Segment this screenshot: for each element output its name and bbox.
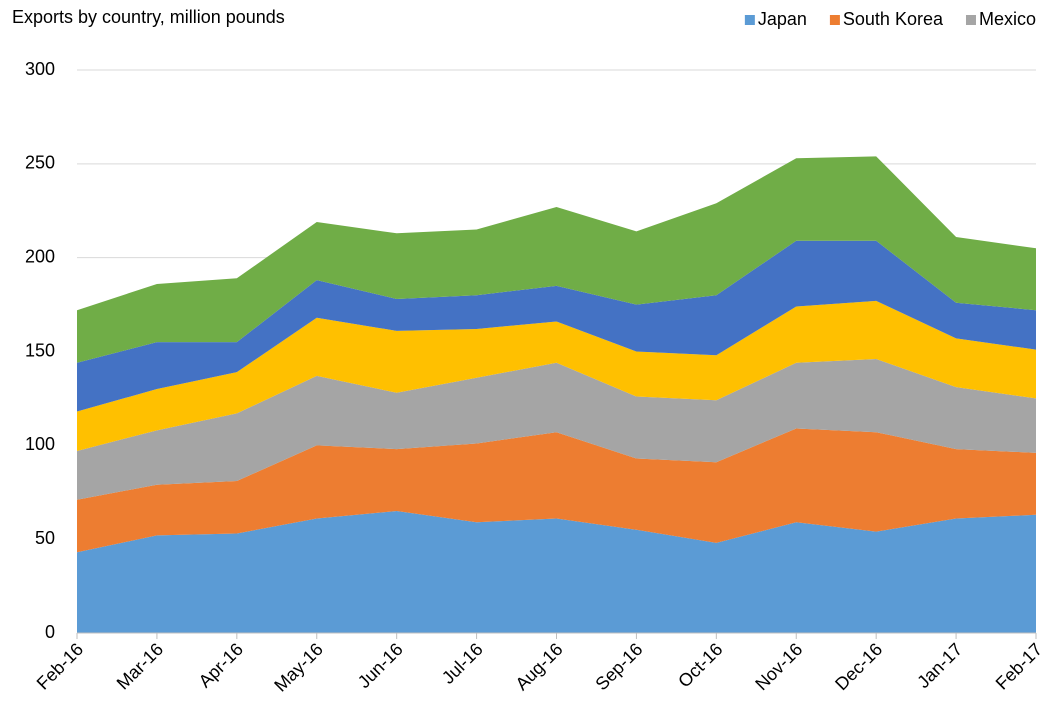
- y-tick-label: 0: [45, 622, 55, 642]
- legend-swatch: [965, 15, 976, 25]
- legend-swatch: [744, 15, 755, 25]
- y-tick-label: 100: [25, 434, 55, 454]
- legend-label: Japan: [758, 9, 807, 29]
- y-tick-label: 250: [25, 153, 55, 173]
- legend-swatch: [829, 15, 840, 25]
- x-tick-label: Aug-16: [511, 639, 566, 694]
- x-tick-label: Jun-16: [354, 639, 407, 692]
- area: [77, 240, 1036, 412]
- x-tick-label: Jan-17: [913, 639, 966, 692]
- area: [77, 359, 1036, 500]
- y-tick-label: 50: [35, 528, 55, 548]
- x-tick-label: Mar-16: [113, 639, 167, 693]
- x-tick-label: May-16: [270, 639, 327, 696]
- area: [77, 300, 1036, 451]
- x-tick-label: Feb-17: [992, 639, 1041, 693]
- area: [77, 156, 1036, 363]
- area: [77, 428, 1036, 553]
- area: [77, 511, 1036, 633]
- x-tick-label: Dec-16: [831, 639, 886, 694]
- chart-title: Exports by country, million pounds: [12, 7, 285, 27]
- y-tick-label: 200: [25, 246, 55, 266]
- x-tick-label: Feb-16: [33, 639, 87, 693]
- x-tick-label: Nov-16: [751, 639, 806, 694]
- x-tick-label: Jul-16: [438, 639, 487, 688]
- y-tick-label: 300: [25, 59, 55, 79]
- legend-label: South Korea: [843, 9, 944, 29]
- x-tick-label: Apr-16: [195, 639, 247, 691]
- legend-label: Mexico: [979, 9, 1036, 29]
- x-tick-label: Sep-16: [591, 639, 646, 694]
- y-tick-label: 150: [25, 340, 55, 360]
- x-tick-label: Oct-16: [674, 639, 726, 691]
